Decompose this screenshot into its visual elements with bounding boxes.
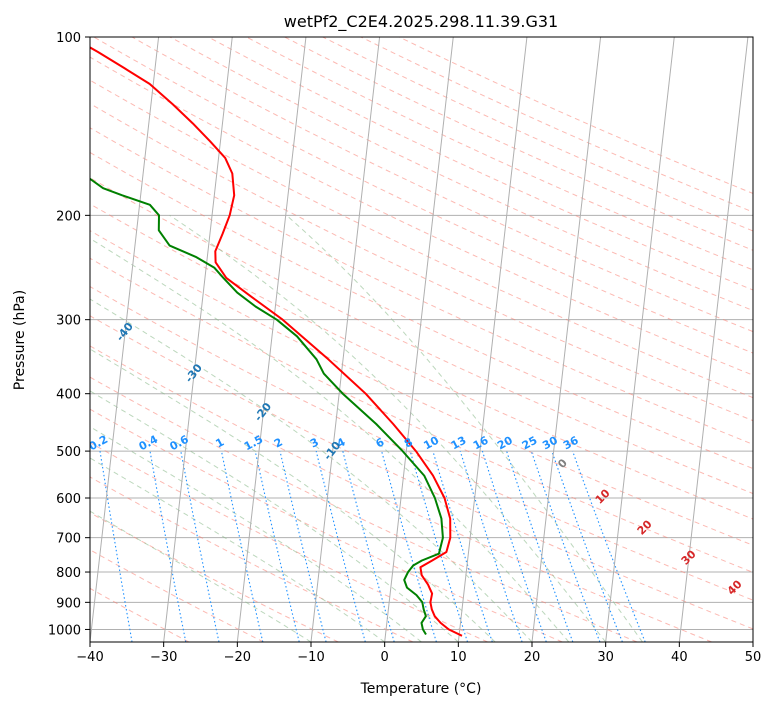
dry-adiabat — [90, 127, 753, 445]
mixing-ratio-label: 25 — [520, 434, 540, 453]
dry-adiabat — [90, 476, 414, 642]
y-tick-label: 700 — [56, 532, 81, 547]
moist-adiabat — [90, 298, 533, 642]
moist-adiabat — [169, 214, 607, 642]
moist-adiabat — [90, 426, 422, 642]
isotherm — [163, 37, 233, 642]
mixing-ratio-line — [481, 450, 547, 642]
chart-title: wetPf2_C2E4.2025.298.11.39.G31 — [284, 12, 558, 32]
dry-adiabat — [322, 37, 753, 232]
isotherm — [90, 37, 160, 642]
mixing-ratio-line — [99, 451, 133, 642]
dry-adiabat — [90, 151, 753, 470]
dry-adiabat — [90, 441, 488, 642]
mixing-ratio-label: 30 — [540, 434, 560, 453]
x-tick-label: −30 — [150, 650, 177, 665]
mixing-ratio-line — [315, 450, 366, 642]
y-axis-label: Pressure (hPa) — [12, 290, 28, 390]
y-tick-label: 800 — [56, 566, 81, 581]
y-tick-label: 600 — [56, 492, 81, 507]
mixing-ratio-line — [530, 450, 601, 642]
mixing-ratio-label: 36 — [561, 434, 581, 453]
isotherm — [384, 37, 454, 642]
dry-adiabat — [90, 345, 712, 642]
isotherm — [236, 37, 307, 642]
x-axis-label: Temperature (°C) — [360, 681, 482, 697]
x-tick-label: −40 — [76, 650, 103, 665]
x-tick-label: 0 — [381, 650, 389, 665]
dry-adiabat — [90, 103, 753, 422]
x-tick-label: 10 — [450, 650, 467, 665]
moist-adiabat — [286, 214, 643, 642]
mixing-ratio-label: 10 — [421, 434, 441, 453]
dry-adiabat — [90, 286, 753, 601]
mixing-ratio-line — [506, 450, 574, 642]
y-tick-label: 900 — [56, 596, 81, 611]
x-axis: −40 −30 −20 −10 0 10 20 30 40 50 — [76, 642, 761, 665]
temperature-profile — [90, 46, 463, 637]
dry-adiabat — [93, 37, 753, 354]
dry-adiabat — [90, 177, 753, 495]
plot-area: 0.10.20.40.611.52346810131620253036-100-… — [90, 37, 753, 642]
isobar-grid — [90, 37, 753, 630]
y-tick-label: 500 — [56, 445, 81, 460]
isotherm — [310, 37, 381, 642]
y-tick-label: 200 — [56, 209, 81, 224]
x-tick-label: −10 — [297, 650, 324, 665]
y-tick-label: 400 — [56, 388, 81, 403]
mixing-ratio-line — [342, 450, 395, 642]
sounding-profiles — [90, 46, 463, 637]
dewpoint-profile — [90, 177, 444, 636]
x-tick-label: 30 — [597, 650, 614, 665]
moist-adiabat — [90, 390, 459, 642]
isotherm — [605, 37, 675, 642]
dry-adiabat — [208, 37, 753, 291]
mixing-ratio-line — [279, 450, 327, 642]
mixing-ratio-line — [432, 450, 493, 642]
dry-adiabat — [90, 257, 753, 573]
skewed-isotherms — [90, 37, 753, 642]
y-tick-label: 300 — [56, 314, 81, 329]
mixing-ratio-line — [381, 450, 437, 642]
mixing-ratio-label: 16 — [471, 434, 491, 453]
y-tick-label: 100 — [56, 31, 81, 46]
mixing-ratio-line — [409, 450, 469, 642]
dry-adiabat — [398, 37, 753, 195]
mixing-ratio-line — [180, 450, 220, 642]
mixing-ratio-line — [149, 451, 187, 642]
isotherm — [457, 37, 528, 642]
mixing-ratio-label: 13 — [449, 434, 469, 453]
moist-adiabat — [90, 348, 496, 642]
plot-frame — [89, 36, 754, 643]
isotherm — [678, 37, 749, 642]
x-tick-label: 20 — [524, 650, 541, 665]
mixing-ratio-line — [220, 450, 264, 642]
mixing-ratio-line — [459, 450, 523, 642]
x-tick-label: 40 — [671, 650, 688, 665]
moist-adiabat — [90, 457, 385, 642]
y-axis: 1000 900 800 700 600 500 400 300 200 100 — [48, 31, 90, 638]
x-tick-label: −20 — [224, 650, 251, 665]
isotherm — [531, 37, 602, 642]
mixing-ratio-label: 20 — [495, 434, 515, 453]
dry-adiabat — [90, 315, 753, 630]
mixing-ratio-line — [254, 450, 300, 642]
y-tick-label: 1000 — [48, 623, 81, 638]
x-tick-label: 50 — [745, 650, 762, 665]
dry-adiabat — [90, 56, 753, 376]
mixing-ratio-lines — [99, 450, 646, 642]
dry-adiabats — [90, 37, 753, 642]
